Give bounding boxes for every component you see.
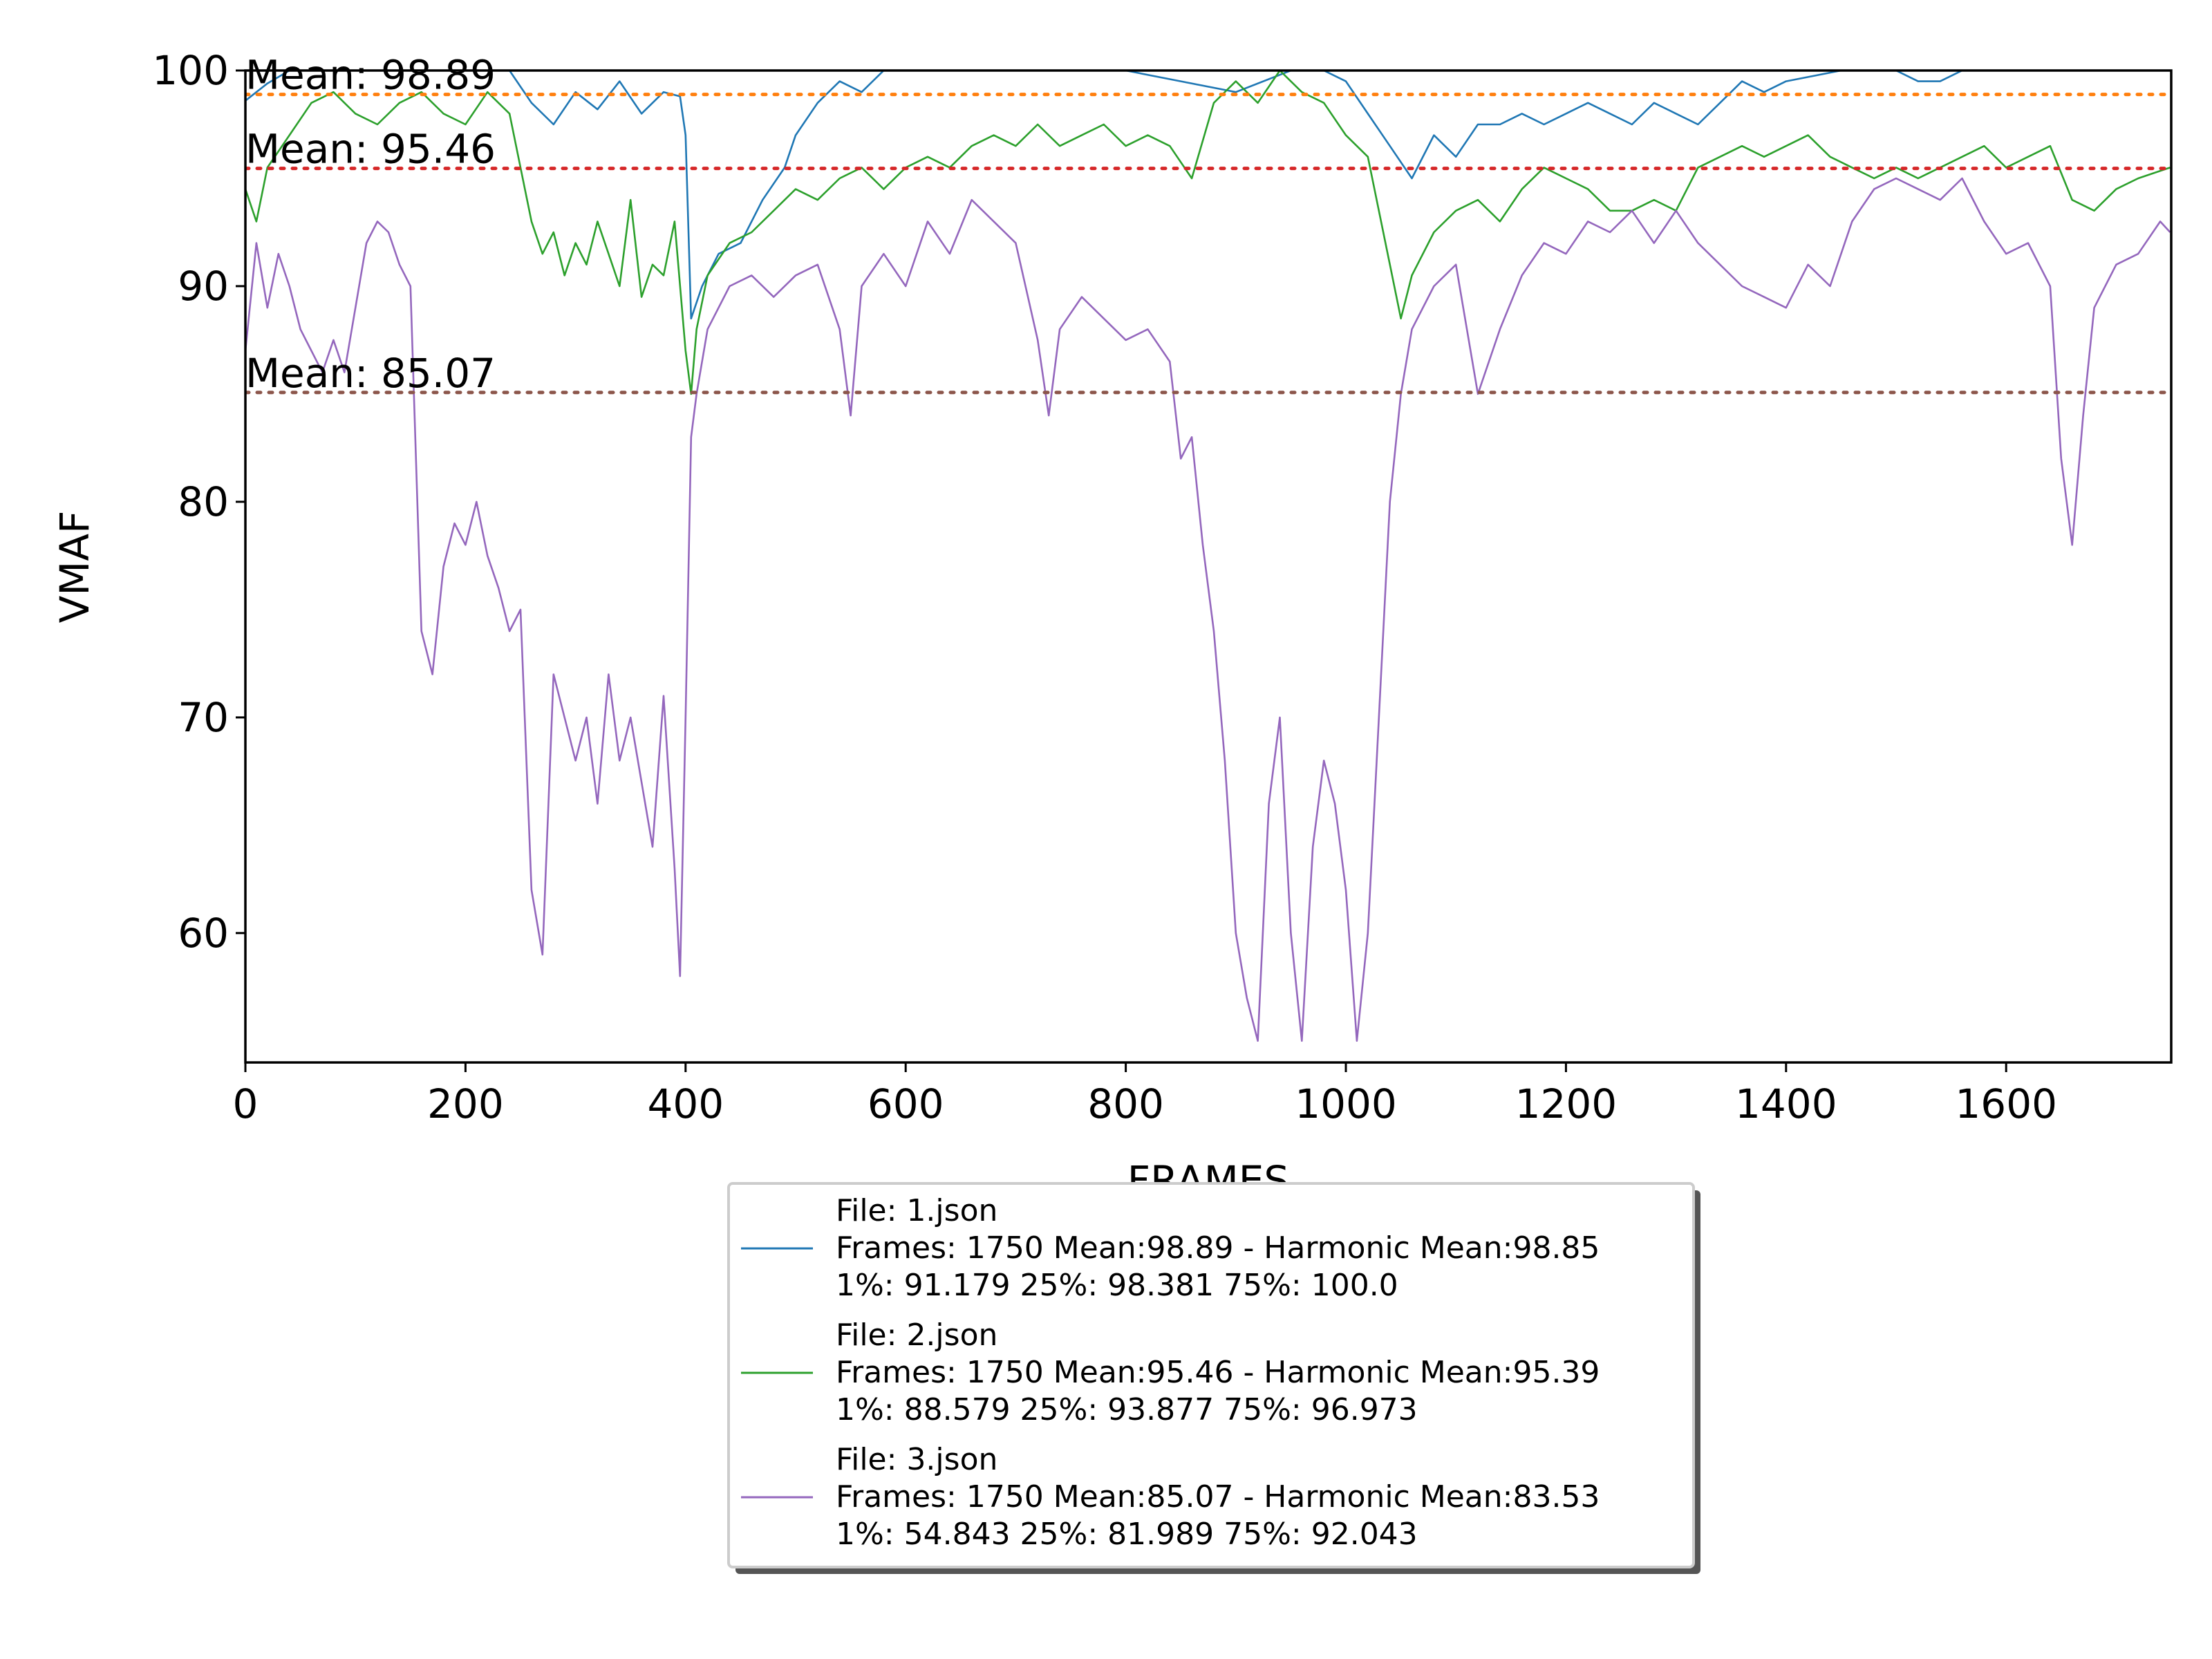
legend-entry-text: File: 3.json [836, 1442, 997, 1477]
legend-entry-text: Frames: 1750 Mean:95.46 - Harmonic Mean:… [836, 1355, 1600, 1390]
series-line-2.json [245, 71, 2171, 395]
series-layer [245, 71, 2171, 1042]
legend-entry-text: Frames: 1750 Mean:98.89 - Harmonic Mean:… [836, 1230, 1600, 1266]
x-tick-label: 600 [868, 1080, 944, 1127]
x-tick-label: 400 [647, 1080, 724, 1127]
mean-label: Mean: 95.46 [245, 126, 496, 173]
series-line-1.json [245, 71, 2171, 320]
series-line-3.json [245, 177, 2171, 1042]
x-tick-label: 1600 [1955, 1080, 2057, 1127]
plot-frame [244, 69, 2173, 1064]
y-axis: 60 70 80 90 100 [152, 47, 245, 957]
y-tick-label: 60 [178, 910, 229, 957]
legend-entry-text: File: 1.json [836, 1193, 997, 1228]
x-tick-label: 200 [427, 1080, 504, 1127]
y-tick-label: 100 [152, 47, 229, 94]
mean-lines-layer [245, 93, 2171, 395]
x-axis: 0 200 400 600 800 1000 1200 1400 1600 [233, 1062, 2057, 1127]
x-tick-label: 800 [1087, 1080, 1164, 1127]
mean-labels-layer: Mean: 98.89 Mean: 95.46 Mean: 85.07 [245, 52, 496, 397]
legend-box [727, 1182, 1695, 1568]
legend-entry-text: Frames: 1750 Mean:85.07 - Harmonic Mean:… [836, 1479, 1600, 1515]
legend-entry-text: 1%: 54.843 25%: 81.989 75%: 92.043 [836, 1517, 1418, 1552]
legend-entry-text: 1%: 91.179 25%: 98.381 75%: 100.0 [836, 1268, 1398, 1303]
x-tick-label: 0 [233, 1080, 259, 1127]
legend-entry-text: File: 2.json [836, 1318, 997, 1353]
y-tick-label: 80 [178, 478, 229, 525]
x-tick-label: 1200 [1515, 1080, 1618, 1127]
y-tick-label: 70 [178, 694, 229, 741]
x-tick-label: 1400 [1735, 1080, 1837, 1127]
mean-label: Mean: 85.07 [245, 350, 496, 397]
y-tick-label: 90 [178, 263, 229, 310]
y-axis-label: VMAF [51, 511, 98, 624]
mean-label: Mean: 98.89 [245, 52, 496, 99]
x-tick-label: 1000 [1295, 1080, 1397, 1127]
legend-entry-text: 1%: 88.579 25%: 93.877 75%: 96.973 [836, 1392, 1418, 1427]
